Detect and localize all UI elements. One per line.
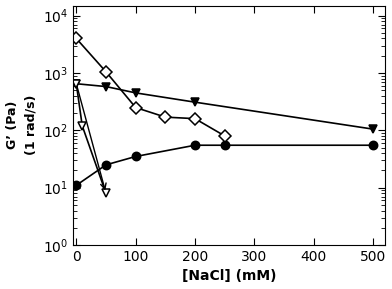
Y-axis label: G’ (Pa)
(1 rad/s): G’ (Pa) (1 rad/s) <box>5 95 38 155</box>
X-axis label: [NaCl] (mM): [NaCl] (mM) <box>182 269 276 284</box>
